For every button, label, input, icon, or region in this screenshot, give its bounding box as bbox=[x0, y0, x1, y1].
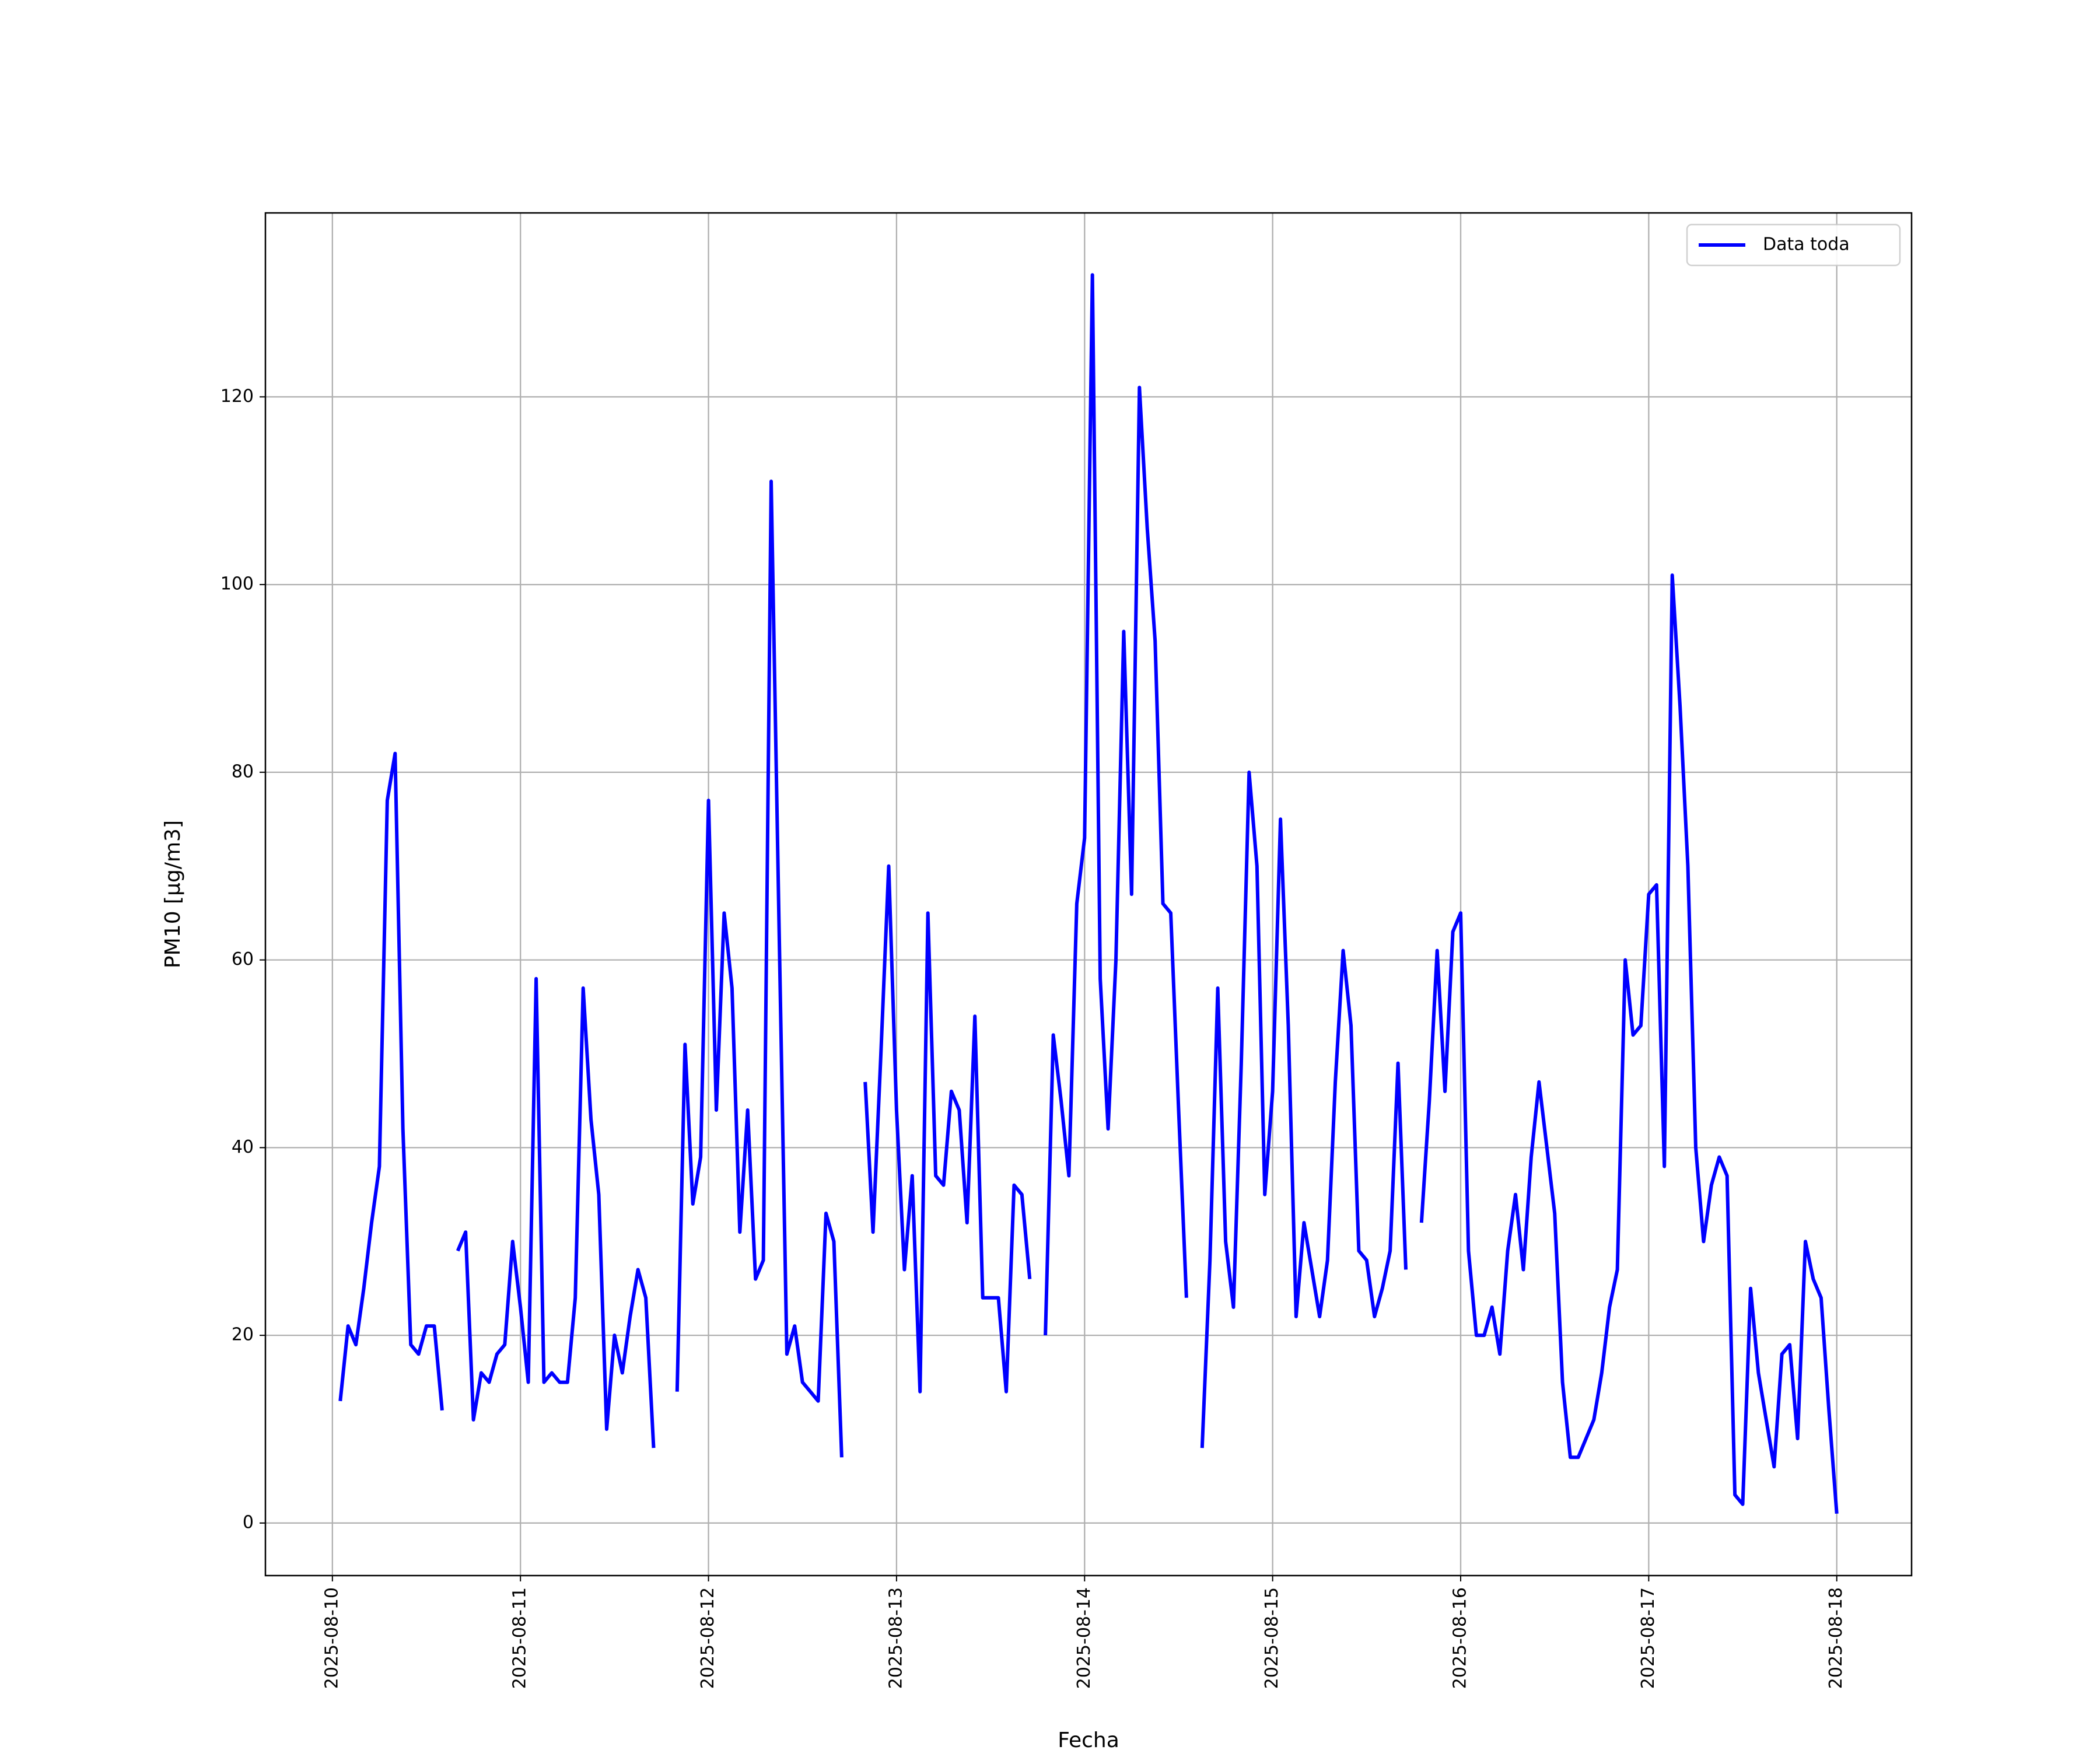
y-tick-label: 20 bbox=[232, 1325, 254, 1345]
y-axis-label: PM10 [μg/m3] bbox=[161, 820, 185, 968]
y-tick-label: 0 bbox=[243, 1512, 254, 1532]
legend-label: Data toda bbox=[1763, 235, 1850, 255]
x-tick-label: 2025-08-17 bbox=[1638, 1587, 1658, 1689]
y-tick-label: 60 bbox=[232, 949, 254, 970]
y-tick-label: 120 bbox=[220, 386, 254, 407]
x-axis-label: Fecha bbox=[1058, 1728, 1119, 1750]
x-tick-label: 2025-08-18 bbox=[1826, 1587, 1846, 1689]
data-line bbox=[338, 273, 1839, 1514]
y-tick-label: 40 bbox=[232, 1137, 254, 1157]
legend: Data toda bbox=[1686, 223, 1901, 267]
legend-box bbox=[1686, 223, 1901, 267]
y-tick-label: 100 bbox=[220, 574, 254, 594]
plot-frame bbox=[264, 212, 1913, 1577]
x-tick-label: 2025-08-12 bbox=[698, 1587, 718, 1689]
x-tick-label: 2025-08-11 bbox=[510, 1587, 530, 1689]
y-tick-label: 80 bbox=[232, 761, 254, 782]
x-tick-label: 2025-08-16 bbox=[1450, 1587, 1471, 1689]
x-tick-label: 2025-08-14 bbox=[1074, 1587, 1094, 1689]
x-tick-label: 2025-08-10 bbox=[321, 1587, 342, 1689]
x-tick-label: 2025-08-15 bbox=[1262, 1587, 1282, 1689]
x-tick-label: 2025-08-13 bbox=[886, 1587, 906, 1689]
